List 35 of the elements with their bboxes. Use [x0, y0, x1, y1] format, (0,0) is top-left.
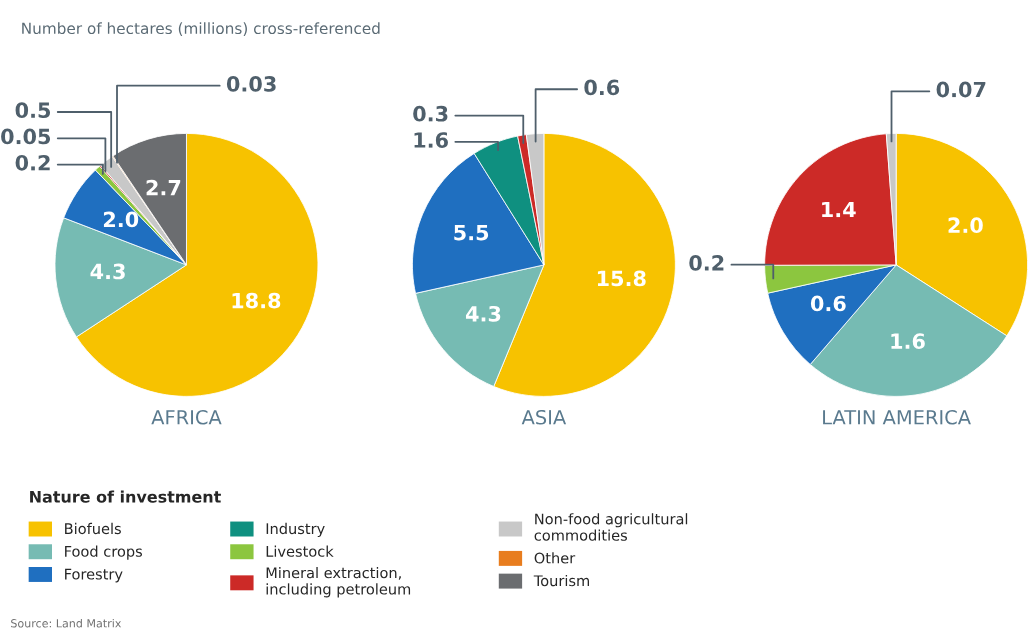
data-label: 4.3: [90, 263, 125, 280]
data-label: 0.2: [689, 255, 724, 271]
data-label: 15.8: [597, 270, 646, 287]
data-label: 0.07: [936, 81, 986, 98]
data-label: 2.0: [948, 217, 983, 234]
data-label: 1.4: [822, 201, 856, 218]
legend-title: Nature of investment: [30, 490, 221, 503]
data-label: 5.5: [454, 224, 489, 241]
legend-label: Non-food agricultural commodities: [534, 513, 688, 541]
legend-label: Tourism: [533, 574, 589, 587]
legend-label: Biofuels: [65, 522, 121, 535]
legend-label: Industry: [266, 522, 325, 537]
data-label: 2.7: [146, 179, 181, 196]
data-label: 0.3: [413, 105, 448, 122]
data-label: 0.03: [226, 76, 276, 92]
data-label: 1.6: [891, 333, 925, 350]
data-label: 0.5: [15, 102, 51, 119]
legend-label: Mineral extraction, including petroleum: [266, 566, 411, 598]
text: AFRICA: [151, 409, 222, 425]
data-label: 0.05: [1, 128, 51, 145]
text: ASIA: [521, 409, 567, 425]
legend-label: Livestock: [266, 545, 334, 557]
data-label: 0.6: [810, 295, 846, 312]
legend-label: Other: [534, 552, 576, 564]
legend-label: Food crops: [65, 545, 143, 560]
data-label: 0.6: [584, 79, 620, 96]
legend-label: Forestry: [65, 568, 123, 583]
data-label: 0.2: [15, 154, 50, 171]
text: LATIN AMERICA: [823, 409, 971, 425]
data-label: 2.0: [103, 211, 139, 228]
data-label: 1.6: [414, 132, 448, 148]
data-label: 4.3: [465, 305, 501, 322]
source-note: Source: Land Matrix: [11, 618, 122, 628]
chart-subtitle: Number of hectares (millions) cross-referenced: [22, 22, 380, 36]
data-label: 18.8: [232, 292, 281, 309]
